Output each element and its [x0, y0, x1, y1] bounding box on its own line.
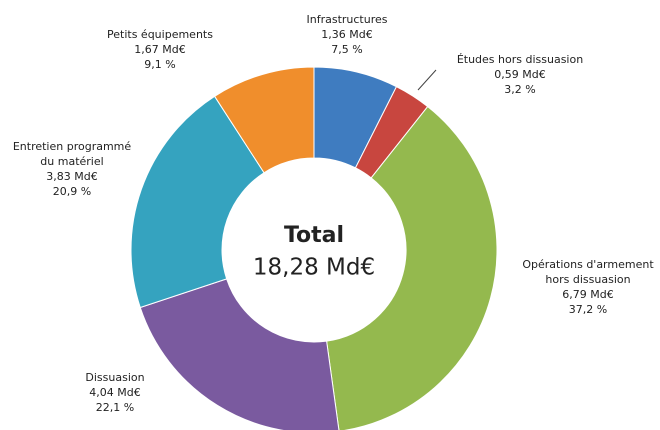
percent-label: 7,5 % [331, 43, 362, 56]
value-label: 1,67 Md€ [134, 43, 185, 56]
value-label: 6,79 Md€ [562, 288, 613, 301]
slice-label: Entretien programmé [13, 140, 132, 153]
percent-label: 3,2 % [504, 83, 535, 96]
slice-label: Opérations d'armement [522, 258, 654, 271]
slice-label: hors dissuasion [545, 273, 630, 286]
value-label: 0,59 Md€ [494, 68, 545, 81]
percent-label: 22,1 % [96, 401, 134, 414]
leader-line [417, 69, 437, 91]
slice [213, 66, 315, 174]
slice [326, 105, 498, 430]
slice-label: Dissuasion [85, 371, 144, 384]
slice-label: Infrastructures [306, 13, 387, 26]
slice-label: Petits équipements [107, 28, 213, 41]
value-label: 4,04 Md€ [89, 386, 140, 399]
slice [130, 95, 265, 309]
value-label: 3,83 Md€ [46, 170, 97, 183]
percent-label: 9,1 % [144, 58, 175, 71]
center-label: 18,28 Md€ [253, 255, 375, 281]
value-label: 1,36 Md€ [321, 28, 372, 41]
slice-label: du matériel [40, 155, 103, 168]
center-title: Total [284, 223, 344, 248]
percent-label: 37,2 % [569, 303, 607, 316]
slice [139, 278, 340, 430]
percent-label: 20,9 % [53, 185, 91, 198]
slice-label: Études hors dissuasion [457, 53, 583, 66]
